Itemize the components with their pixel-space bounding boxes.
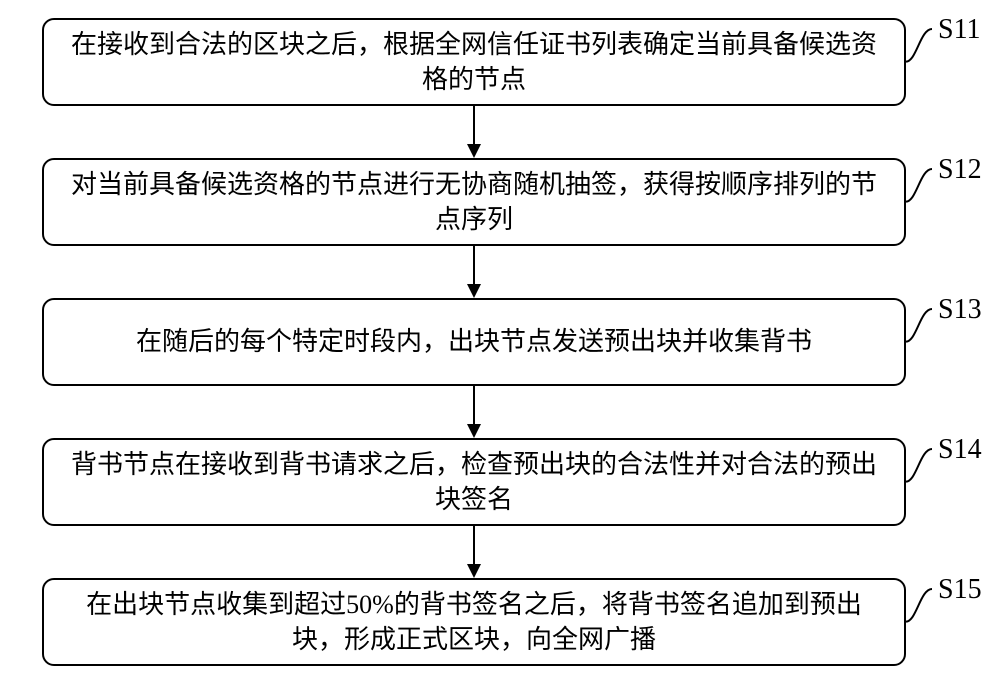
step-text: 在随后的每个特定时段内，出块节点发送预出块并收集背书 — [136, 324, 812, 359]
flowchart-step-s13: 在随后的每个特定时段内，出块节点发送预出块并收集背书 — [42, 298, 906, 386]
step-text: 背书节点在接收到背书请求之后，检查预出块的合法性并对合法的预出块签名 — [62, 447, 886, 517]
step-label-s14: S14 — [938, 434, 982, 466]
step-label-s11: S11 — [938, 14, 981, 46]
arrow-s11-to-s12 — [459, 106, 489, 158]
step-text: 在接收到合法的区块之后，根据全网信任证书列表确定当前具备候选资格的节点 — [62, 27, 886, 97]
step-text: 对当前具备候选资格的节点进行无协商随机抽签，获得按顺序排列的节点序列 — [62, 167, 886, 237]
flowchart-step-s15: 在出块节点收集到超过50%的背书签名之后，将背书签名追加到预出块，形成正式区块，… — [42, 578, 906, 666]
step-label-s13: S13 — [938, 294, 982, 326]
flowchart-canvas: 在接收到合法的区块之后，根据全网信任证书列表确定当前具备候选资格的节点 S11 对当… — [0, 0, 1000, 698]
step-label-s12: S12 — [938, 154, 982, 186]
flowchart-step-s11: 在接收到合法的区块之后，根据全网信任证书列表确定当前具备候选资格的节点 — [42, 18, 906, 106]
step-label-s15: S15 — [938, 574, 982, 606]
arrow-s14-to-s15 — [459, 526, 489, 578]
arrow-s13-to-s14 — [459, 386, 489, 438]
flowchart-step-s12: 对当前具备候选资格的节点进行无协商随机抽签，获得按顺序排列的节点序列 — [42, 158, 906, 246]
step-text: 在出块节点收集到超过50%的背书签名之后，将背书签名追加到预出块，形成正式区块，… — [62, 587, 886, 657]
arrow-s12-to-s13 — [459, 246, 489, 298]
flowchart-step-s14: 背书节点在接收到背书请求之后，检查预出块的合法性并对合法的预出块签名 — [42, 438, 906, 526]
